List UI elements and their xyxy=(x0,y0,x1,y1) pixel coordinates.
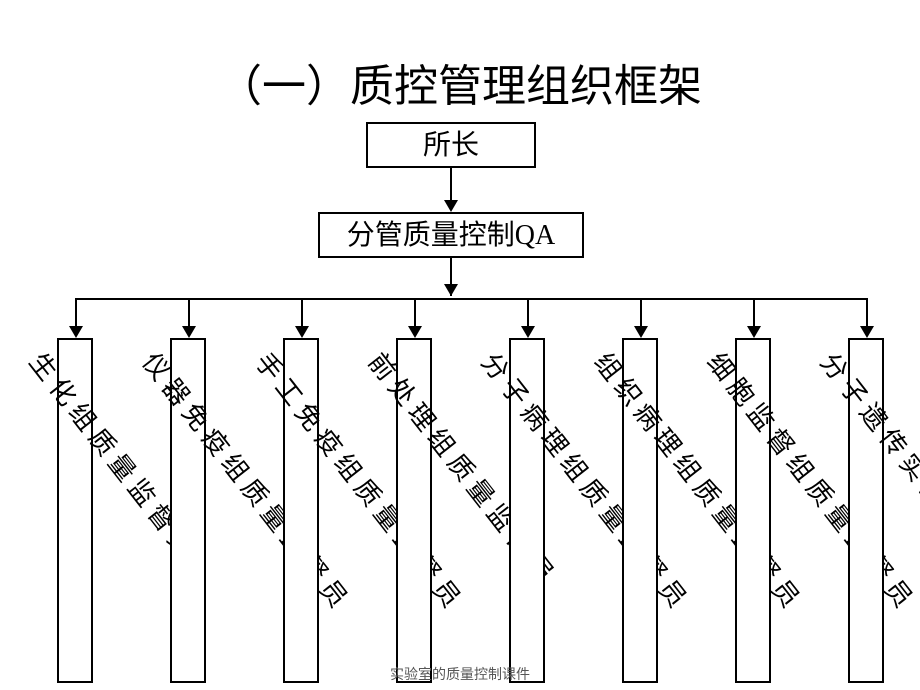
column-label: 组织病理组质量监督员 xyxy=(587,344,813,619)
box-director-label: 所长 xyxy=(368,124,534,168)
footer-text: 实验室的质量控制课件 xyxy=(0,664,920,684)
drop-arrowhead xyxy=(69,326,83,338)
connector-arrowhead-1 xyxy=(444,200,458,212)
column-label: 细胞监督组质量监督员 xyxy=(700,344,920,619)
box-qa-label: 分管质量控制QA xyxy=(320,214,582,258)
connector-line-1 xyxy=(450,168,452,200)
slide-title: （一）质控管理组织框架 xyxy=(0,50,920,114)
column-label: 手工免疫组质量监督员 xyxy=(248,344,474,619)
drop-line xyxy=(866,298,868,326)
drop-arrowhead xyxy=(634,326,648,338)
box-director: 所长 xyxy=(366,122,536,168)
drop-line xyxy=(640,298,642,326)
drop-arrowhead xyxy=(408,326,422,338)
horizontal-bar xyxy=(75,298,867,300)
drop-arrowhead xyxy=(860,326,874,338)
drop-line xyxy=(414,298,416,326)
drop-line xyxy=(75,298,77,326)
drop-line xyxy=(753,298,755,326)
column-label: 仪器免疫组质量监督员 xyxy=(135,344,361,619)
box-qa: 分管质量控制QA xyxy=(318,212,584,258)
drop-line xyxy=(301,298,303,326)
drop-arrowhead xyxy=(295,326,309,338)
drop-line xyxy=(527,298,529,326)
connector-arrowhead-2 xyxy=(444,284,458,296)
column-label: 分子病理组质量监督员 xyxy=(474,344,700,619)
drop-arrowhead xyxy=(521,326,535,338)
drop-arrowhead xyxy=(182,326,196,338)
drop-arrowhead xyxy=(747,326,761,338)
drop-line xyxy=(188,298,190,326)
